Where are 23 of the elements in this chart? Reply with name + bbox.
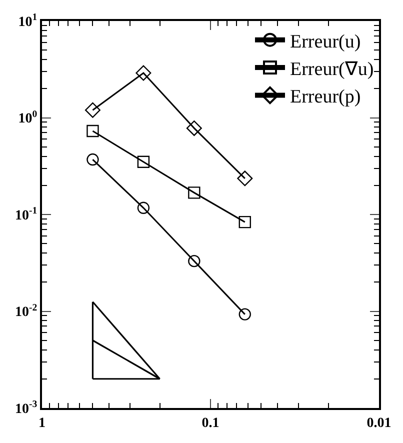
point <box>238 216 251 228</box>
point <box>188 186 200 199</box>
legend-label: Erreur(u) <box>290 31 361 52</box>
point <box>84 102 100 118</box>
point <box>186 120 202 136</box>
x-tick-label: 0.1 <box>202 416 220 431</box>
point <box>137 202 150 214</box>
y-tick-label: 10$^{-2}$ <box>15 302 38 320</box>
x-tick-label: 0.01 <box>366 416 392 431</box>
y-tick-label: 10$^{-1}$ <box>15 206 38 224</box>
point <box>86 124 99 138</box>
point <box>188 254 200 268</box>
legend-label: Erreur(p) <box>290 86 361 108</box>
point <box>237 170 253 186</box>
y-tick-label: 10$^{-3}$ <box>15 399 38 417</box>
x-tick-label: 1 <box>38 416 46 431</box>
point <box>137 156 150 168</box>
point <box>86 153 99 166</box>
point <box>136 65 152 81</box>
y-tick-label: 10$^{0}$ <box>18 108 38 127</box>
y-tick-label: 10$^{1}$ <box>18 12 38 30</box>
point <box>238 308 251 320</box>
legend-label: Erreur(∇u) <box>290 58 374 80</box>
